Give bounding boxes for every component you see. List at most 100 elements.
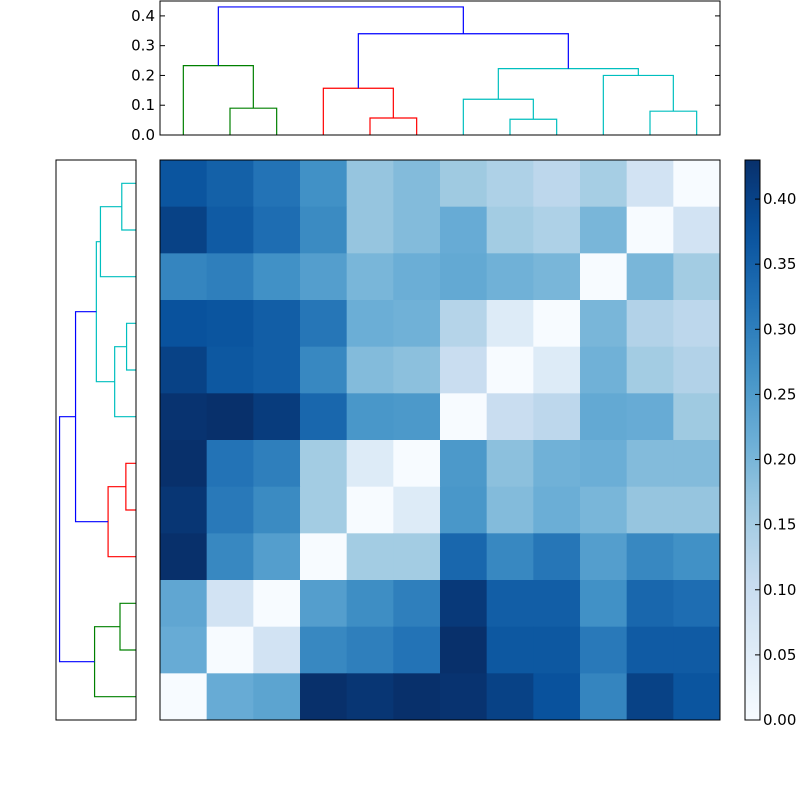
heatmap-cell xyxy=(206,673,254,721)
heatmap-cell xyxy=(160,626,208,674)
heatmap-cell xyxy=(673,393,721,441)
heatmap-cell xyxy=(300,673,348,721)
heatmap-cell xyxy=(206,486,254,534)
heatmap-cell xyxy=(440,253,488,301)
heatmap-cell xyxy=(300,533,348,581)
dendrogram-link xyxy=(229,107,278,135)
heatmap-cell xyxy=(253,626,301,674)
heatmap-cell xyxy=(533,580,581,628)
dendrogram-link xyxy=(217,6,464,66)
heatmap-cell xyxy=(346,533,394,581)
dendrogram-link xyxy=(114,346,136,418)
heatmap-cell xyxy=(346,253,394,301)
heatmap-cell xyxy=(533,160,581,208)
heatmap-cell xyxy=(300,486,348,534)
heatmap-cell xyxy=(160,206,208,254)
heatmap-cell xyxy=(206,626,254,674)
heatmap-cell xyxy=(486,206,534,254)
heatmap-cell xyxy=(253,580,301,628)
heatmap-cell xyxy=(440,626,488,674)
heatmap-cell xyxy=(393,626,441,674)
heatmap-cell xyxy=(580,346,628,394)
heatmap-cell xyxy=(346,673,394,721)
heatmap-cell xyxy=(486,440,534,488)
heatmap-cell xyxy=(160,300,208,348)
heatmap-cell xyxy=(393,160,441,208)
heatmap-cell xyxy=(253,533,301,581)
heatmap-cell xyxy=(673,580,721,628)
heatmap-cell xyxy=(673,533,721,581)
heatmap-frame xyxy=(159,159,721,721)
heatmap-cell xyxy=(346,580,394,628)
heatmap-cell xyxy=(673,673,721,721)
heatmap-cell xyxy=(346,346,394,394)
heatmap-cell xyxy=(253,253,301,301)
heatmap-cell xyxy=(486,533,534,581)
heatmap-cell xyxy=(673,440,721,488)
heatmap-cell xyxy=(580,626,628,674)
heatmap-cell xyxy=(486,580,534,628)
heatmap-cell xyxy=(626,300,674,348)
heatmap-cell xyxy=(300,160,348,208)
heatmap-cell xyxy=(440,300,488,348)
colorbar-tick-label: 0.10 xyxy=(763,581,796,599)
heatmap-cell xyxy=(206,580,254,628)
heatmap-cell xyxy=(393,206,441,254)
dendrogram-link xyxy=(93,626,136,698)
dendrogram-link xyxy=(462,98,534,135)
heatmap-cell xyxy=(626,346,674,394)
colorbar-gradient xyxy=(744,159,761,721)
heatmap-cell xyxy=(673,253,721,301)
colorbar-tick-label: 0.15 xyxy=(763,516,796,534)
heatmap-cell xyxy=(440,486,488,534)
heatmap-cell xyxy=(440,346,488,394)
heatmap-cell xyxy=(206,440,254,488)
heatmap-cell xyxy=(253,300,301,348)
heatmap-cell xyxy=(253,486,301,534)
heatmap-cell xyxy=(393,393,441,441)
heatmap-cell xyxy=(160,673,208,721)
dendrogram-link xyxy=(58,416,95,663)
heatmap xyxy=(159,159,721,721)
dendrogram-link xyxy=(649,110,698,135)
dendrogram-link xyxy=(357,33,569,89)
heatmap-cell xyxy=(346,160,394,208)
dendrogram-link xyxy=(322,87,394,135)
heatmap-cell xyxy=(580,300,628,348)
heatmap-cell xyxy=(300,346,348,394)
heatmap-cell xyxy=(393,486,441,534)
heatmap-cell xyxy=(393,580,441,628)
dendrogram-link xyxy=(497,67,639,100)
heatmap-cell xyxy=(533,346,581,394)
heatmap-cell xyxy=(673,206,721,254)
heatmap-cell xyxy=(580,253,628,301)
heatmap-cell xyxy=(533,300,581,348)
heatmap-cell xyxy=(533,486,581,534)
heatmap-cell xyxy=(393,533,441,581)
heatmap-cell xyxy=(673,300,721,348)
heatmap-cell xyxy=(160,253,208,301)
heatmap-cell xyxy=(626,486,674,534)
heatmap-cell xyxy=(626,673,674,721)
heatmap-cell xyxy=(580,486,628,534)
heatmap-cell xyxy=(440,160,488,208)
heatmap-cell xyxy=(206,300,254,348)
heatmap-cell xyxy=(626,253,674,301)
dendrogram-link xyxy=(95,241,115,383)
heatmap-cell xyxy=(253,673,301,721)
heatmap-cell xyxy=(533,440,581,488)
heatmap-cell xyxy=(393,440,441,488)
heatmap-cell xyxy=(486,673,534,721)
heatmap-cell xyxy=(346,440,394,488)
heatmap-cell xyxy=(533,673,581,721)
y-tick-label: 0.4 xyxy=(131,7,155,25)
heatmap-cell xyxy=(346,393,394,441)
colorbar: 0.00 0.05 0.10 0.15 0.20 0.25 0.30 0.35 0.40 xyxy=(744,159,796,729)
heatmap-cell xyxy=(253,440,301,488)
heatmap-cell xyxy=(533,206,581,254)
y-tick-label: 0.2 xyxy=(131,66,155,84)
heatmap-cell xyxy=(300,300,348,348)
y-tick-label: 0.3 xyxy=(131,37,155,55)
heatmap-cell xyxy=(160,346,208,394)
heatmap-cell xyxy=(486,393,534,441)
